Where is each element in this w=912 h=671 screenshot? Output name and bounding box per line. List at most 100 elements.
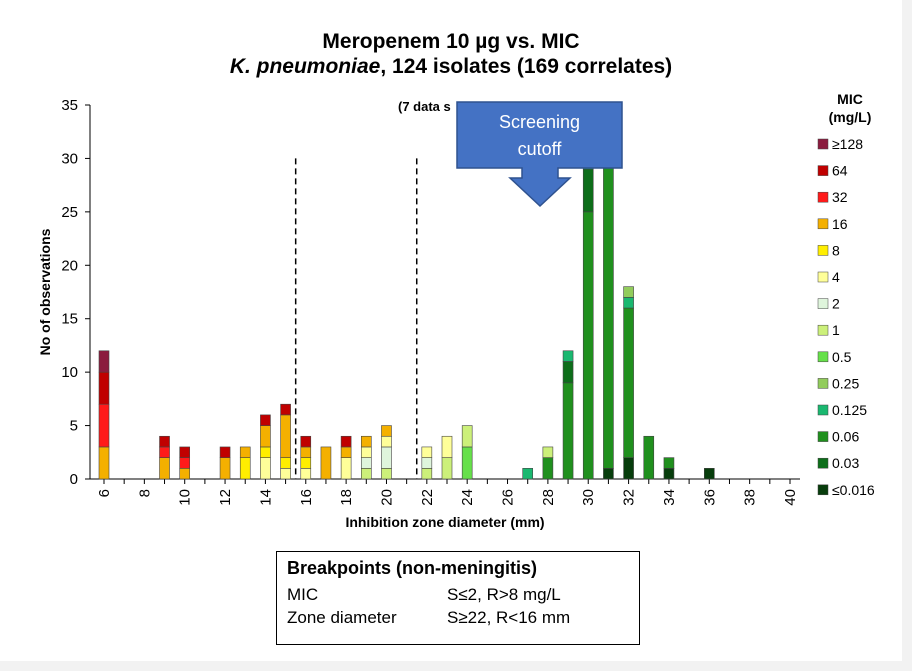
breakpoint-label: Zone diameter [287,607,397,627]
bar-segment [441,435,453,458]
bar-segment [542,446,554,458]
chart-title: Meropenem 10 µg vs. MIC [322,30,580,53]
y-axis-label: No of observations [37,228,53,355]
bar-segment [522,468,534,480]
bar-segment [542,457,554,480]
legend-label: 0.5 [832,349,852,365]
callout-arrow [456,101,623,208]
bar-segment [179,468,191,480]
breakpoint-value: S≥22, R<16 mm [447,607,571,627]
legend-swatch [817,431,829,442]
bar-segment [98,371,110,405]
x-tick-label: 10 [177,489,194,506]
bar-segment [703,468,715,480]
y-tick-label: 30 [61,150,78,167]
bar-segment [441,457,453,480]
x-tick-label: 30 [580,489,597,506]
bar-segment [239,457,251,480]
legend-swatch [817,351,829,363]
bar-segment [340,446,352,458]
bar-segment [421,468,433,480]
breakpoint-label: MIC [287,584,319,604]
x-tick-label: 24 [459,489,476,506]
bar-segment [461,446,473,480]
bar-segment [260,446,271,458]
x-tick-label: 36 [701,489,718,506]
legend-title: MIC [837,91,863,107]
y-tick-label: 0 [70,471,78,488]
legend-swatch [817,378,829,389]
slide: Meropenem 10 µg vs. MIC K. pneumoniae, 1… [0,0,902,661]
bar-segment [381,446,392,469]
bar-segment [562,350,574,362]
legend-label: 1 [832,322,840,338]
legend-label: ≤0.016 [832,482,875,498]
data-note: (7 data s [398,99,451,114]
bar-segment [280,468,291,480]
legend-label: ≥128 [832,136,863,152]
bar-segment [219,457,231,480]
legend-swatch [817,457,829,469]
bar-segment [623,307,634,458]
legend-swatch [817,218,829,230]
breakpoints-box: Breakpoints (non-meningitis) MIC S≤2, R>… [276,551,640,645]
legend-swatch [817,138,829,150]
x-tick-label: 20 [378,489,395,506]
legend-label: 64 [832,163,848,179]
bar-segment [179,457,191,469]
bar-segment [461,425,473,448]
bar-segment [239,446,251,458]
y-tick-label: 5 [70,418,78,435]
x-tick-label: 8 [136,489,153,497]
x-tick-label: 38 [742,489,759,506]
breakpoints-heading: Breakpoints (non-meningitis) [287,558,538,578]
x-tick-label: 12 [217,489,234,506]
bar-segment [260,457,271,480]
legend-label: 0.06 [832,429,859,445]
bar-segment [320,446,332,480]
bar-segment [300,435,312,448]
callout-text-line2: cutoff [518,139,563,159]
bar-segment [280,414,291,458]
legend-swatch [817,484,829,496]
x-tick-label: 26 [500,489,517,506]
legend-swatch [817,271,829,283]
x-tick-label: 14 [257,489,274,506]
x-tick-label: 6 [96,489,113,497]
legend-label: 16 [832,216,848,232]
legend-label: 0.03 [832,455,859,471]
bar-segment [623,286,634,298]
bar-segment [381,435,392,448]
bar-segment [623,457,634,480]
x-tick-label: 18 [338,489,355,506]
breakpoint-row-mic: MIC S≤2, R>8 mg/L [287,583,629,606]
bar-segment [381,425,392,437]
bar-segment [98,350,110,373]
bar-segment [663,468,675,480]
x-tick-label: 40 [782,489,799,506]
bar-segment [300,457,312,469]
bar-segment [280,403,291,416]
y-tick-label: 25 [61,204,78,221]
bar-segment [421,446,433,458]
chart-subtitle: K. pneumoniae, 124 isolates (169 correla… [0,55,902,79]
legend-swatch [817,245,829,256]
bar-segment [159,435,170,448]
legend-label: 0.125 [832,402,867,418]
bar-segment [381,468,392,480]
bar-segment [98,446,110,480]
y-tick-label: 20 [61,257,78,274]
bar-segment [360,435,372,448]
bar-segment [663,457,675,469]
legend-label: 2 [832,296,840,312]
bar-segment [340,435,352,448]
bar-segment [360,468,372,480]
x-tick-label: 32 [621,489,638,506]
bar-segment [300,468,312,480]
bar-segment [280,457,291,469]
species-name: K. pneumoniae [229,55,381,78]
bar-segment [582,211,594,480]
legend-label: 8 [832,242,840,258]
legend-swatch [817,404,829,416]
legend-title-unit: (mg/L) [829,109,872,125]
